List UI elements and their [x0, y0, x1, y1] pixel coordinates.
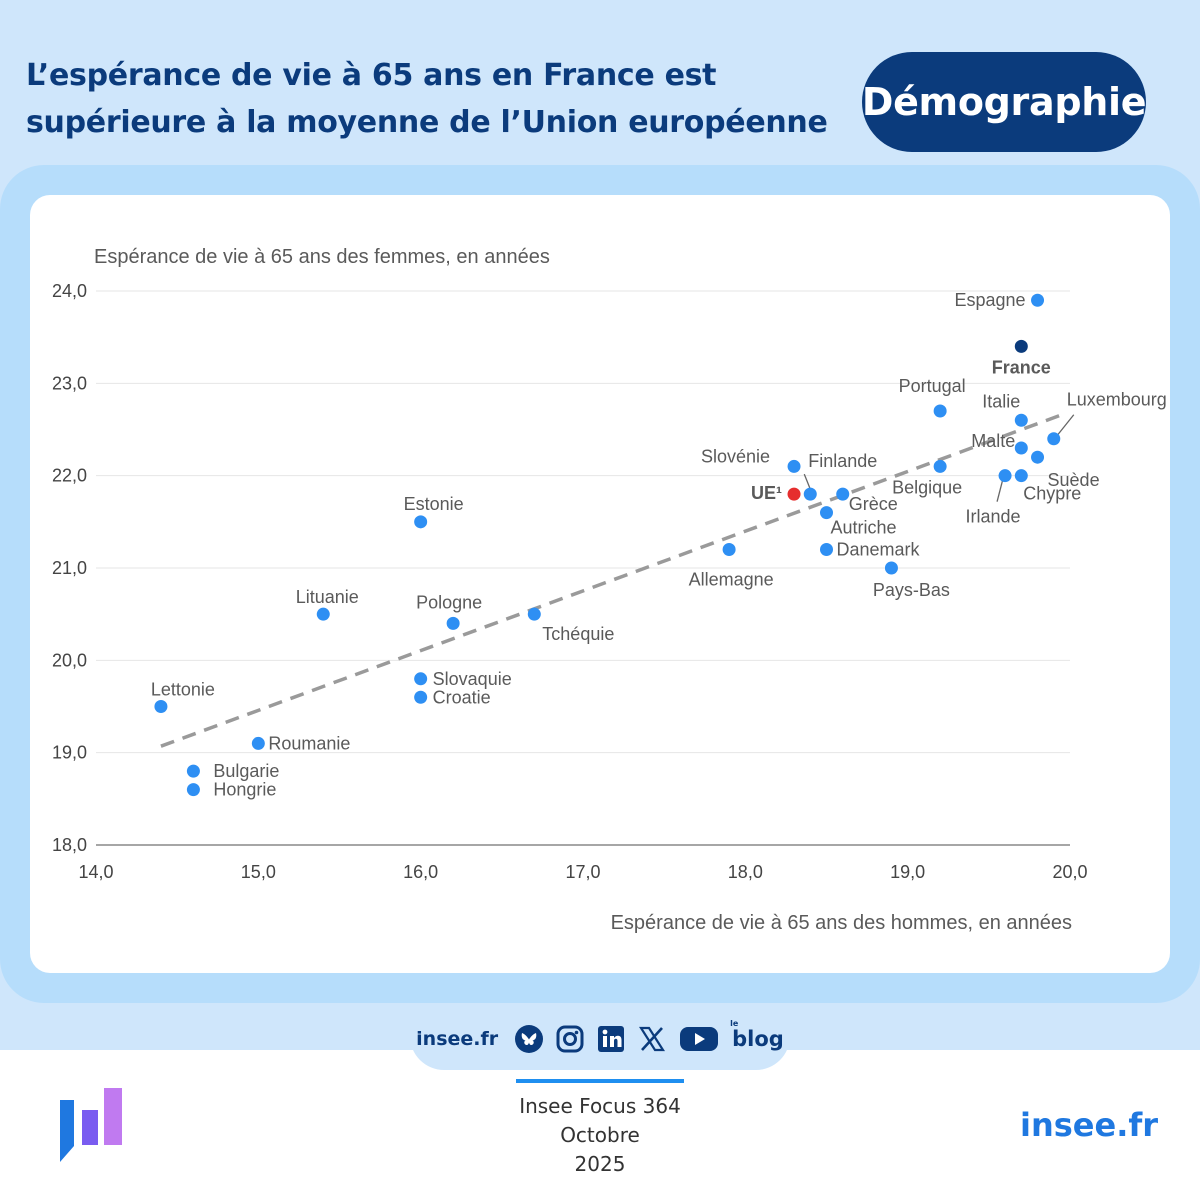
point-suede	[1031, 450, 1045, 464]
point-italie	[1014, 413, 1028, 427]
point-label-slovenie: Slovénie	[701, 446, 770, 466]
point-label-luxembourg: Luxembourg	[1067, 390, 1167, 410]
title-line-2: supérieure à la moyenne de l’Union europ…	[26, 105, 828, 140]
publication-month: Octobre	[560, 1123, 640, 1147]
point-label-espagne: Espagne	[954, 290, 1025, 310]
leader-line	[1057, 414, 1075, 436]
y-tick-label: 22,0	[52, 466, 87, 486]
brand-link[interactable]: insee.fr	[1020, 1106, 1159, 1144]
point-label-roumanie: Roumanie	[268, 733, 350, 753]
y-tick-label: 20,0	[52, 650, 87, 670]
point-allemagne	[722, 543, 736, 557]
point-france	[1014, 339, 1028, 353]
title-line-1: L’espérance de vie à 65 ans en France es…	[26, 58, 717, 93]
point-label-ue: UE¹	[751, 483, 782, 503]
point-label-allemagne: Allemagne	[689, 570, 774, 590]
x-tick-label: 14,0	[78, 862, 113, 882]
point-malte	[1014, 441, 1028, 455]
point-tchequie	[527, 607, 541, 621]
y-tick-label: 23,0	[52, 373, 87, 393]
point-danemark	[820, 543, 833, 557]
scatter-chart: 18,0 19,0 20,0 21,0 22,0 23,0 24,0 14,0 15,0 16,0…	[52, 246, 1167, 934]
y-tick-label: 18,0	[52, 835, 87, 855]
footer-divider	[516, 1079, 684, 1083]
point-label-france: France	[992, 357, 1051, 377]
point-label-finlande: Finlande	[808, 451, 877, 471]
point-belgique	[933, 459, 947, 473]
x-tick-label: 19,0	[890, 862, 925, 882]
publication-info: Insee Focus 364 Octobre 2025	[450, 1092, 750, 1179]
x-axis-label: Espérance de vie à 65 ans des hommes, en…	[611, 912, 1072, 934]
point-portugal	[933, 404, 947, 418]
leader-line	[803, 473, 811, 490]
point-hongrie	[186, 783, 200, 797]
point-paysbas	[884, 561, 898, 575]
y-axis-label: Espérance de vie à 65 ans des femmes, en…	[94, 246, 550, 268]
point-label-croatie: Croatie	[433, 687, 491, 707]
x-tick-label: 20,0	[1052, 862, 1087, 882]
point-label-italie: Italie	[982, 391, 1020, 411]
point-label-tchequie: Tchéquie	[542, 624, 614, 644]
publication-year: 2025	[574, 1152, 626, 1176]
page-title: L’espérance de vie à 65 ans en France es…	[26, 52, 866, 146]
x-tick-label: 16,0	[403, 862, 438, 882]
point-label-irlande: Irlande	[966, 507, 1021, 527]
point-autriche	[820, 506, 833, 520]
point-label-suede: Suède	[1048, 470, 1100, 490]
point-label-pologne: Pologne	[416, 592, 482, 612]
point-estonie	[414, 515, 428, 529]
point-label-slovaquie: Slovaquie	[433, 669, 512, 689]
insee-logo-icon	[60, 1088, 122, 1162]
point-pologne	[446, 616, 460, 630]
point-label-chypre: Chypre	[1023, 484, 1081, 504]
point-label-estonie: Estonie	[404, 494, 464, 514]
point-label-malte: Malte	[971, 431, 1015, 451]
blog-text: blog	[732, 1027, 784, 1051]
point-label-autriche: Autriche	[831, 518, 897, 538]
point-label-danemark: Danemark	[837, 540, 921, 560]
footer-band	[0, 1050, 1200, 1200]
point-luxembourg	[1047, 432, 1061, 446]
instagram-icon[interactable]	[556, 1025, 584, 1053]
blog-link[interactable]: le blog	[730, 1019, 784, 1051]
y-tick-label: 21,0	[52, 558, 87, 578]
point-lituanie	[316, 607, 330, 621]
point-label-lettonie: Lettonie	[151, 680, 215, 700]
youtube-icon[interactable]	[679, 1025, 719, 1053]
point-irlande	[998, 469, 1012, 483]
x-tick-label: 17,0	[565, 862, 600, 882]
point-label-hongrie: Hongrie	[213, 780, 276, 800]
point-lettonie	[154, 700, 168, 713]
point-espagne	[1031, 293, 1045, 307]
point-chypre	[1014, 469, 1028, 483]
point-label-paysbas: Pays-Bas	[873, 580, 950, 600]
social-site-link[interactable]: insee.fr	[416, 1028, 499, 1050]
category-badge: Démographie	[862, 52, 1146, 152]
point-label-portugal: Portugal	[899, 376, 966, 396]
point-label-belgique: Belgique	[892, 477, 962, 497]
point-slovaquie	[414, 672, 428, 686]
x-tick-label: 15,0	[241, 862, 276, 882]
publication-title: Insee Focus 364	[519, 1094, 681, 1118]
y-tick-label: 19,0	[52, 743, 87, 763]
x-tick-label: 18,0	[728, 862, 763, 882]
x-icon[interactable]	[638, 1025, 666, 1053]
point-label-bulgarie: Bulgarie	[213, 761, 279, 781]
y-tick-label: 24,0	[52, 281, 87, 301]
bluesky-icon[interactable]	[515, 1025, 544, 1053]
point-bulgarie	[186, 764, 200, 778]
point-grece	[836, 487, 850, 501]
point-roumanie	[251, 736, 265, 750]
chart-card: 18,0 19,0 20,0 21,0 22,0 23,0 24,0 14,0 15,0 16,0…	[30, 195, 1170, 973]
blog-prefix: le	[730, 1019, 739, 1028]
point-slovenie	[787, 459, 801, 473]
point-finlande	[803, 487, 817, 501]
point-label-grece: Grèce	[849, 494, 898, 514]
point-ue	[787, 487, 801, 501]
point-label-lituanie: Lituanie	[296, 587, 359, 607]
point-croatie	[414, 690, 428, 704]
linkedin-icon[interactable]	[597, 1025, 625, 1053]
social-bar: insee.fr le blog	[410, 1008, 790, 1070]
